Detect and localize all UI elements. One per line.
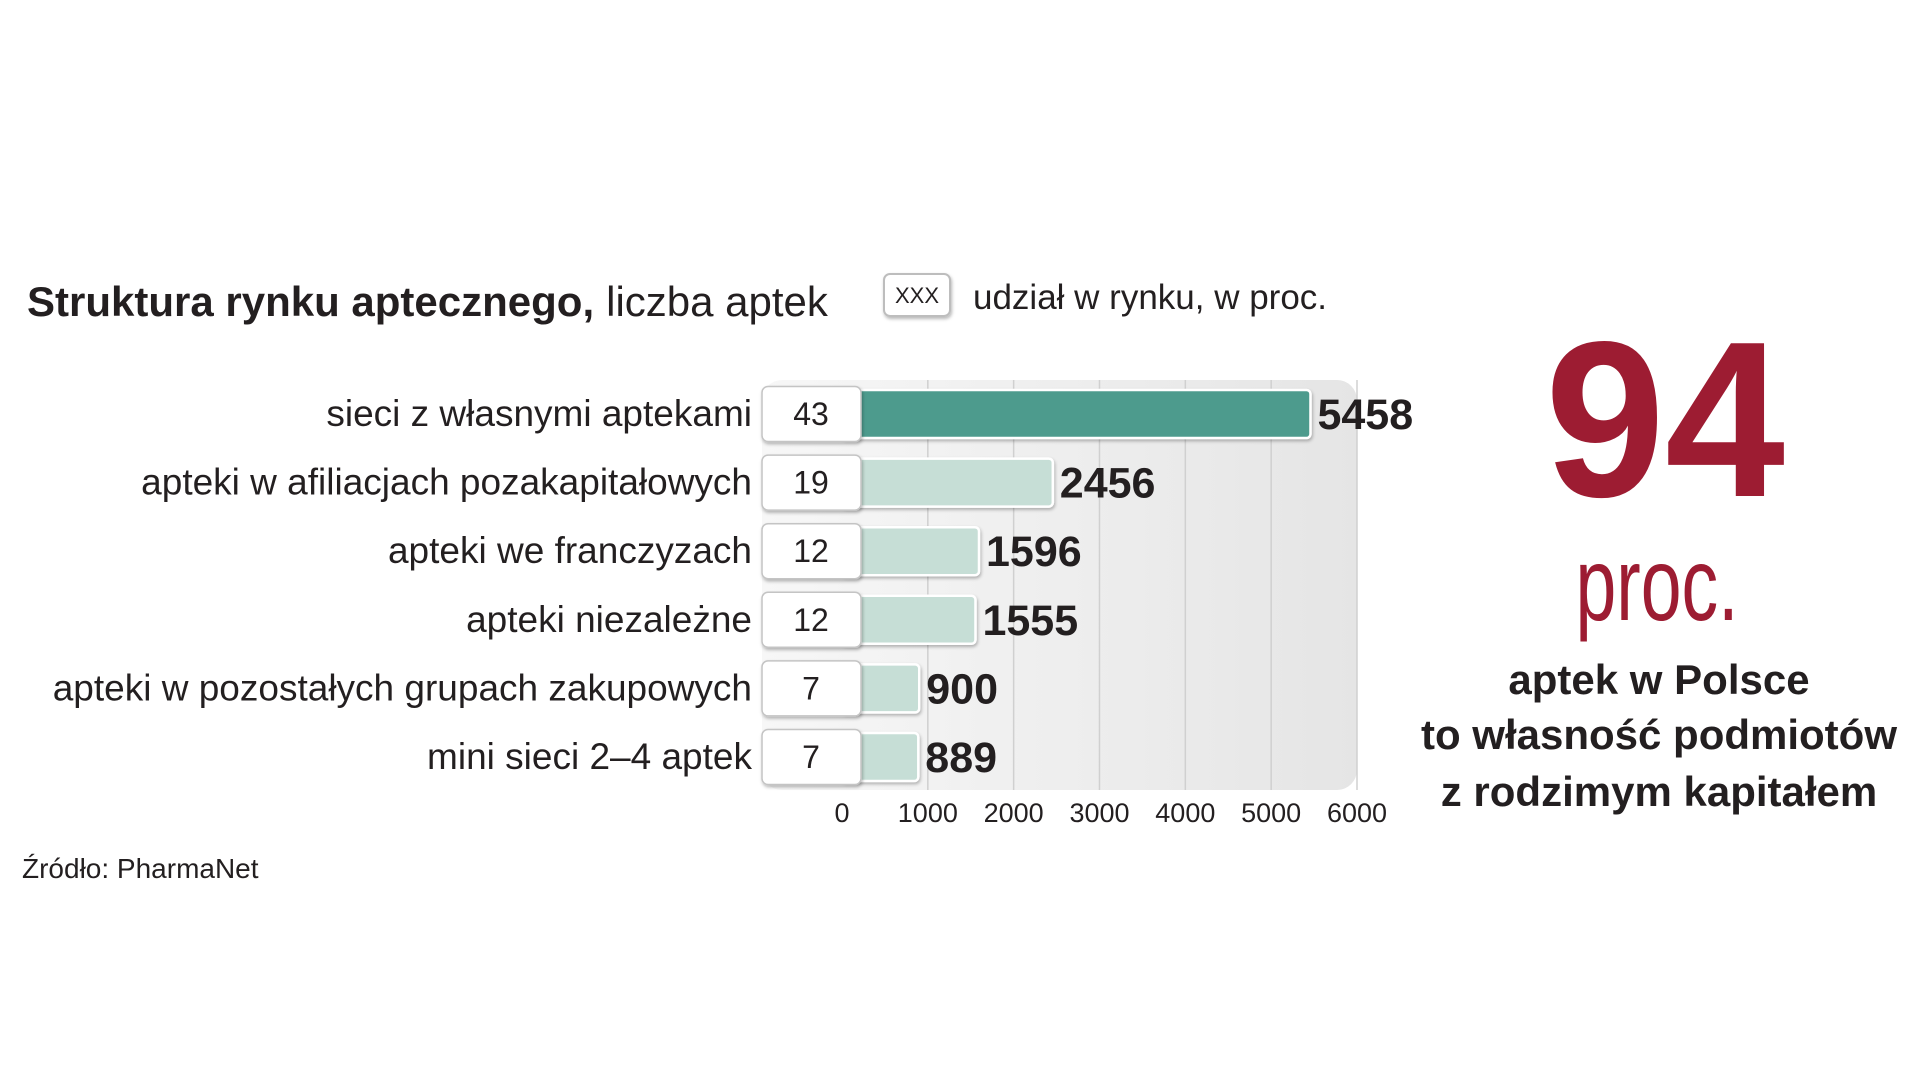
category-label: apteki w pozostałych grupach zakupowych bbox=[53, 667, 752, 708]
chart-title-unit: liczba aptek bbox=[606, 278, 829, 325]
x-tick-label: 2000 bbox=[984, 798, 1044, 828]
x-tick-label: 3000 bbox=[1069, 798, 1129, 828]
share-box bbox=[761, 522, 862, 580]
highlight-line: aptek w Polsce bbox=[1508, 656, 1809, 703]
category-label: apteki niezależne bbox=[466, 599, 752, 640]
highlight-number: 94 bbox=[1545, 296, 1785, 544]
value-label: 1555 bbox=[982, 597, 1078, 645]
share-label: 7 bbox=[802, 739, 820, 775]
bar bbox=[840, 457, 1055, 508]
value-label: 900 bbox=[926, 665, 998, 713]
category-label: mini sieci 2–4 aptek bbox=[427, 736, 752, 777]
share-box bbox=[761, 591, 862, 649]
share-box bbox=[761, 660, 862, 717]
share-box bbox=[761, 385, 862, 443]
highlight-line: to własność podmiotów bbox=[1421, 711, 1897, 758]
category-label: apteki we franczyzach bbox=[388, 530, 752, 571]
share-label: 12 bbox=[793, 602, 829, 638]
source-note: Źródło: PharmaNet bbox=[22, 853, 259, 884]
category-label: apteki w afiliacjach pozakapitałowych bbox=[141, 462, 752, 503]
legend-box bbox=[883, 273, 951, 317]
share-box bbox=[761, 728, 862, 786]
bar-chart: 43 sieci z własnymi aptekami 5458 19 apteki … bbox=[53, 380, 1413, 828]
x-tick-label: 5000 bbox=[1241, 798, 1301, 828]
value-label: 5458 bbox=[1317, 391, 1413, 439]
x-tick-label: 0 bbox=[834, 798, 849, 828]
share-label: 7 bbox=[802, 670, 820, 706]
share-label: 19 bbox=[793, 465, 829, 501]
legend-box-label: XXX bbox=[895, 283, 939, 308]
x-tick-label: 6000 bbox=[1327, 798, 1387, 828]
value-label: 1596 bbox=[986, 528, 1082, 576]
x-tick-label: 4000 bbox=[1155, 798, 1215, 828]
category-label: sieci z własnymi aptekami bbox=[326, 393, 752, 434]
highlight-block: 94 proc. aptek w Polsce to własność podm… bbox=[1421, 296, 1897, 815]
highlight-unit: proc. bbox=[1576, 527, 1739, 643]
bar bbox=[840, 594, 977, 646]
x-tick-label: 1000 bbox=[898, 798, 958, 828]
bar bbox=[840, 388, 1312, 440]
chart-title: Struktura rynku aptecznego, liczba aptek bbox=[27, 278, 829, 325]
share-box bbox=[761, 454, 862, 511]
chart-title-bold: Struktura rynku aptecznego, bbox=[27, 278, 594, 325]
highlight-line: z rodzimym kapitałem bbox=[1441, 768, 1877, 815]
share-label: 43 bbox=[793, 396, 829, 432]
legend-label: udział w rynku, w proc. bbox=[973, 278, 1327, 317]
legend: XXX udział w rynku, w proc. bbox=[883, 273, 1327, 317]
value-label: 889 bbox=[925, 734, 997, 782]
value-label: 2456 bbox=[1060, 460, 1156, 508]
bar bbox=[840, 525, 981, 577]
share-label: 12 bbox=[793, 533, 829, 569]
